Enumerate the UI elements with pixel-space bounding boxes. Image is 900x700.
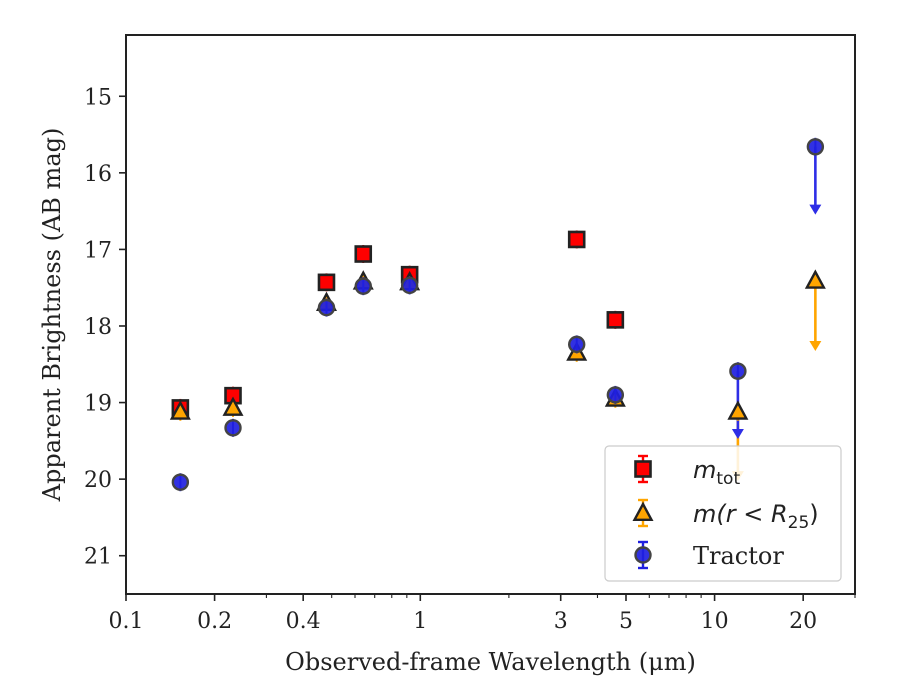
legend-label-main: m(r < R	[693, 500, 788, 528]
legend-label-subscript: 25	[788, 513, 810, 533]
legend-label: mtot	[693, 456, 740, 489]
legend-square-marker	[634, 460, 652, 478]
circle-point	[568, 335, 586, 354]
legend-label-main: m	[693, 456, 716, 484]
y-tick-label: 20	[84, 468, 112, 493]
legend-box	[604, 445, 842, 582]
circle-point	[317, 298, 336, 317]
y-tick-label: 21	[84, 545, 112, 570]
y-tick-label: 18	[84, 315, 112, 340]
legend-label: Tractor	[693, 542, 784, 570]
circle-point	[224, 419, 242, 437]
circle-point	[171, 473, 190, 491]
circle-point	[400, 276, 419, 295]
legend-label-main: Tractor	[693, 542, 784, 570]
x-tick-label: 5	[619, 609, 633, 634]
x-tick-label: 3	[554, 609, 568, 634]
series-1	[169, 269, 826, 421]
legend-label: m(r < R25)	[693, 500, 819, 533]
plot-frame	[125, 34, 856, 595]
x-axis: 0.1 0.2 0.4 1 3 5 10 20	[109, 594, 856, 634]
x-tick-label: 0.1	[109, 609, 144, 634]
square-point	[317, 273, 336, 292]
x-tick-label: 20	[789, 609, 817, 634]
x-tick-label: 0.4	[286, 609, 321, 634]
circle-point	[606, 386, 625, 404]
legend-label-end: )	[809, 500, 818, 528]
upper-limit-head	[809, 204, 822, 215]
upper-limit-arrow	[809, 280, 822, 351]
y-tick-label: 17	[84, 238, 112, 263]
triangle-point	[804, 269, 826, 289]
triangle-point	[727, 400, 749, 420]
x-tick-label: 0.2	[197, 609, 232, 634]
square-point	[354, 245, 373, 263]
data-marks	[169, 137, 826, 492]
upper-limit-head	[809, 340, 822, 351]
triangle-point	[222, 396, 244, 416]
x-tick-label: 1	[413, 609, 427, 634]
series-2	[171, 137, 825, 492]
triangle-point	[169, 400, 191, 420]
y-axis: 15 16 17 18 19 20 21	[84, 85, 126, 570]
legend: mtot m(r < R25) Tractor	[604, 445, 842, 582]
square-point	[606, 311, 625, 329]
y-tick-label: 19	[84, 392, 112, 417]
circle-point	[354, 277, 372, 295]
x-tick-label: 10	[701, 609, 729, 634]
upper-limit-head	[731, 429, 744, 440]
circle-point	[806, 138, 825, 156]
y-tick-label: 16	[84, 162, 112, 187]
y-tick-label: 15	[84, 85, 112, 110]
square-point	[567, 230, 586, 249]
upper-limit-arrow	[809, 146, 822, 215]
legend-circle-marker	[634, 546, 652, 564]
circle-point	[729, 362, 747, 380]
y-axis-title: Apparent Brightness (AB mag)	[38, 128, 66, 503]
legend-triangle-marker	[632, 501, 654, 521]
series-0	[171, 230, 625, 417]
legend-label-subscript: tot	[716, 469, 740, 489]
x-axis-title: Observed-frame Wavelength (μm)	[285, 648, 696, 676]
